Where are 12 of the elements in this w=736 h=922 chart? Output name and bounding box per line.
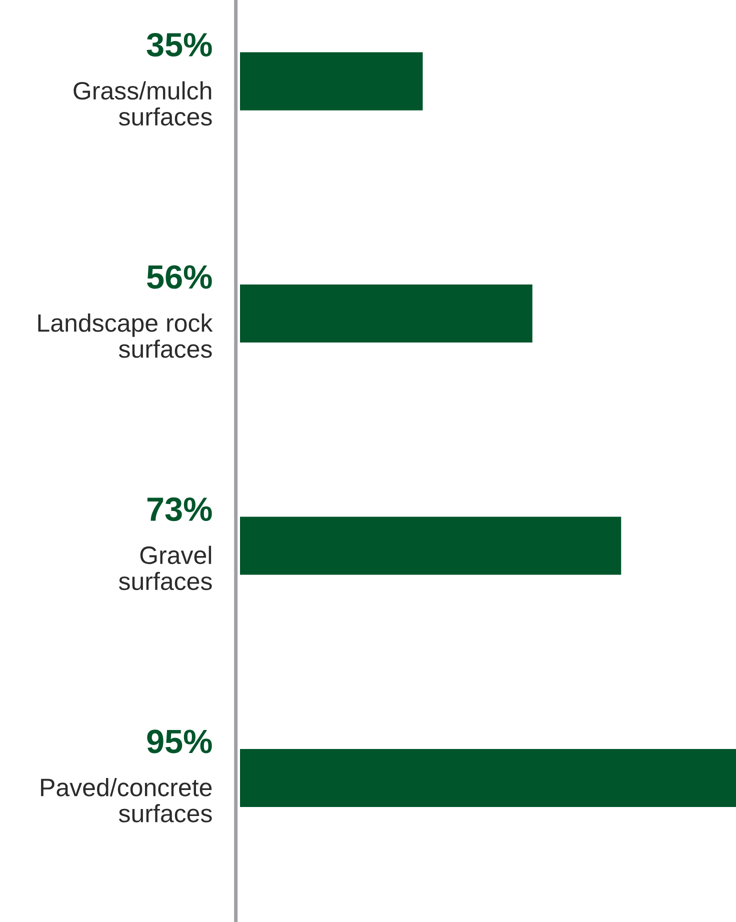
bar xyxy=(240,52,423,110)
data-label: 35% xyxy=(146,32,212,57)
bar xyxy=(240,284,532,343)
y-tick-label: Landscape rock surfaces xyxy=(38,314,213,358)
bar xyxy=(240,516,622,575)
bar xyxy=(240,748,736,808)
data-label: 73% xyxy=(147,497,212,522)
y-tick-label: Grass/mulch surfaces xyxy=(74,81,212,126)
data-label: 56% xyxy=(147,265,212,289)
data-label: 95% xyxy=(147,730,212,754)
y-tick-label: Gravel surfaces xyxy=(118,546,212,590)
y-tick-label: Paved/concrete surfaces xyxy=(41,778,212,822)
